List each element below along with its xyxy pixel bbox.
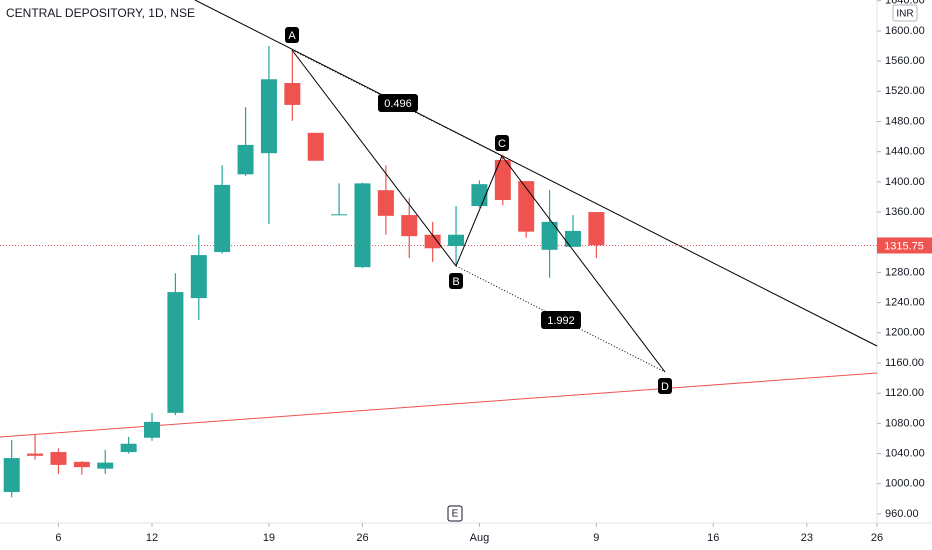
ratio-label-box: [378, 94, 418, 112]
x-tick-label: 26: [356, 532, 368, 544]
point-label-box: [495, 135, 509, 151]
point-label: C: [498, 138, 506, 150]
ratio-label-box: [541, 311, 581, 329]
x-tick-label: 16: [707, 532, 719, 544]
candle-body: [190, 255, 207, 299]
point-label-box: [658, 378, 672, 394]
y-tick-label: 1640.00: [885, 0, 925, 7]
candle-body: [471, 184, 488, 207]
candle-body: [424, 234, 441, 249]
y-tick-label: 1080.00: [885, 417, 925, 429]
candle-body: [448, 234, 465, 247]
candle-body: [541, 221, 558, 250]
x-tick-label: 6: [55, 532, 61, 544]
candle-body: [237, 144, 254, 175]
candle-body: [588, 212, 605, 246]
candle-body: [401, 215, 418, 237]
candle-body: [494, 159, 511, 200]
candle-body: [214, 184, 231, 253]
candle-body: [167, 292, 184, 413]
y-tick-label: 1600.00: [885, 25, 925, 37]
point-label: A: [288, 30, 296, 42]
candle-body: [3, 458, 20, 493]
x-tick-label: 9: [593, 532, 599, 544]
y-tick-label: 1240.00: [885, 297, 925, 309]
point-label: D: [661, 381, 669, 393]
candle-body: [354, 183, 371, 268]
last-price-tag: [877, 237, 932, 254]
x-tick-label: 23: [801, 532, 813, 544]
point-label: B: [452, 276, 459, 288]
x-tick-label: 19: [263, 532, 275, 544]
y-tick-label: 1560.00: [885, 55, 925, 67]
candle-body: [27, 453, 44, 456]
candle-body: [260, 79, 277, 154]
y-tick-label: 960.00: [885, 508, 919, 520]
x-tick-label: Aug: [470, 532, 490, 544]
currency: INR: [896, 9, 913, 20]
candle-body: [307, 132, 324, 161]
x-tick-label: 26: [871, 532, 883, 544]
y-tick-label: 1280.00: [885, 266, 925, 278]
x-tick-label: 12: [146, 532, 158, 544]
point-label-box: [285, 27, 299, 43]
pattern-line: [455, 155, 503, 267]
y-tick-label: 1000.00: [885, 478, 925, 490]
candle-body: [144, 421, 161, 438]
trend-line: [194, 0, 878, 347]
y-tick-label: 1440.00: [885, 146, 925, 158]
candle-body: [284, 83, 301, 105]
last-price-label: 1315.75: [884, 240, 924, 252]
ratio-label: 0.496: [384, 98, 412, 110]
y-tick-label: 1480.00: [885, 115, 925, 127]
y-tick-label: 1040.00: [885, 447, 925, 459]
candle-body: [50, 452, 67, 465]
y-tick-label: 1520.00: [885, 85, 925, 97]
y-tick-label: 1200.00: [885, 327, 925, 339]
candle-body: [331, 214, 348, 216]
candle-body: [97, 462, 114, 469]
y-tick-label: 1360.00: [885, 206, 925, 218]
ratio-label: 1.992: [547, 315, 575, 327]
point-label-box: [449, 273, 463, 289]
chart-title: CENTRAL DEPOSITORY, 1D, NSE: [6, 6, 195, 20]
pattern-line: [291, 49, 457, 267]
currency-box: [892, 4, 918, 22]
y-tick-label: 1400.00: [885, 176, 925, 188]
event-label: E: [452, 509, 459, 520]
y-tick-label: 1160.00: [885, 357, 924, 369]
y-tick-label: 1120.00: [885, 387, 924, 399]
candle-body: [564, 230, 581, 247]
candle-body: [120, 443, 137, 453]
pattern-line: [501, 155, 666, 373]
event-box: [447, 505, 463, 522]
candle-body: [377, 190, 394, 216]
candle-body: [73, 461, 90, 468]
